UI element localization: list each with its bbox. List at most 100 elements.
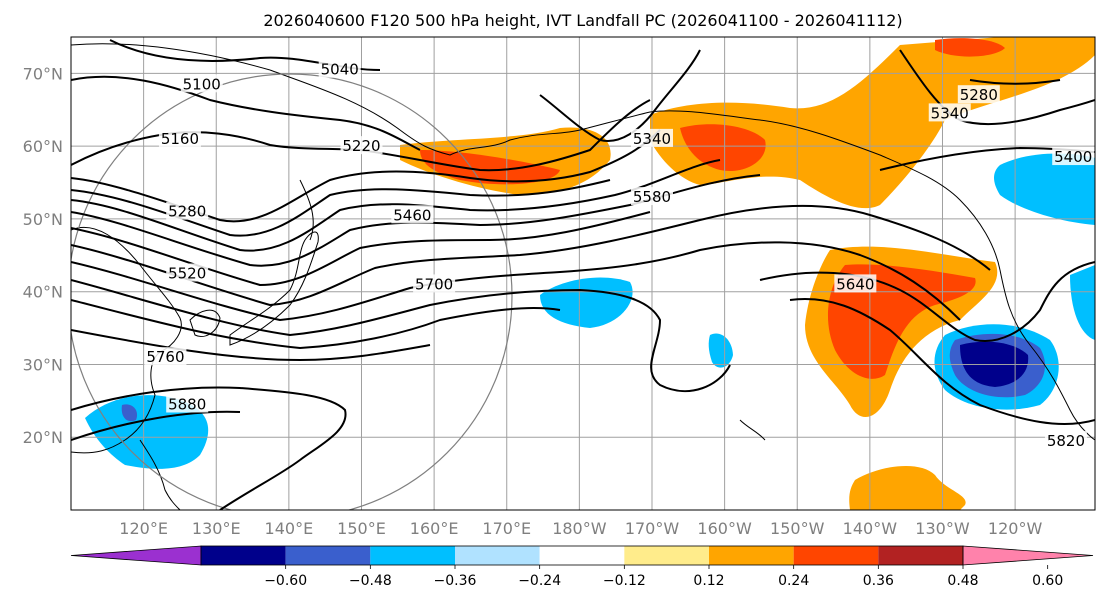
- contour-label-bg: [318, 59, 361, 78]
- contour-label-bg: [180, 74, 223, 93]
- ivt-blue-coast: [1070, 265, 1095, 340]
- colorbar-tick-label: −0.36: [434, 573, 477, 589]
- colorbar-tick-label: 0.36: [863, 573, 894, 589]
- lon-tick-label: 150°E: [337, 519, 386, 538]
- colorbar-tick-label: −0.12: [603, 573, 646, 589]
- contour-label-bg: [413, 274, 456, 293]
- contour-label-bg: [630, 187, 673, 206]
- colorbar-tick-label: −0.48: [349, 573, 392, 589]
- contour-label: 5760: [146, 348, 184, 366]
- contour-5520: [71, 204, 991, 307]
- colorbar-segment: [285, 546, 371, 565]
- colorbar-tick-label: 0.60: [1032, 573, 1063, 589]
- ivt-red-arctic: [935, 38, 1005, 57]
- colorbar-tick-label: 0.12: [693, 573, 724, 589]
- map-frame: [70, 36, 1096, 511]
- contour-label: 5160: [161, 130, 199, 148]
- contour-label-bg: [928, 103, 971, 122]
- contour-label-bg: [166, 263, 209, 282]
- contour-label-bg: [630, 128, 673, 147]
- contour-label: 5820: [1047, 432, 1085, 450]
- colorbar-segment: [624, 546, 709, 565]
- lon-tick-labels: 120°E 130°E 140°E 150°E 160°E 170°E 180°W 170°W…: [119, 519, 1042, 538]
- lat-tick-label: 20°N: [23, 428, 63, 447]
- contour-5460: [71, 211, 651, 287]
- colorbar-segment: [539, 546, 625, 565]
- ivt-orange-tropical: [849, 465, 966, 510]
- colorbar-frame: [200, 545, 964, 566]
- contour-label: 5580: [633, 188, 671, 206]
- contour-label: 5340: [633, 130, 671, 148]
- contour-label-bg: [158, 128, 201, 147]
- colorbar-segment: [455, 546, 540, 565]
- colorbar-segment: [370, 546, 455, 565]
- contour-5760-east: [789, 298, 1095, 426]
- lon-tick-label: 140°E: [265, 519, 314, 538]
- lon-tick-label: 160°E: [410, 519, 459, 538]
- contour-trough: [539, 49, 701, 142]
- contour-5640: [71, 279, 731, 393]
- contour-label-bg: [144, 347, 187, 366]
- contour-label: 5460: [393, 206, 431, 224]
- contour-label-bg: [834, 274, 877, 293]
- contour-5640-east: [759, 261, 1095, 342]
- lat-tick-label: 50°N: [23, 210, 63, 229]
- colorbar-segment: [201, 546, 286, 565]
- arctic-coast: [71, 43, 271, 71]
- contour-5880b: [71, 410, 241, 441]
- contour-label: 5280: [960, 86, 998, 104]
- lat-tick-label: 40°N: [23, 283, 63, 302]
- contour-5340: [71, 159, 721, 252]
- colorbar-segment: [878, 546, 963, 565]
- lon-tick-label: 180°W: [552, 519, 607, 538]
- hawaii-coast: [739, 419, 766, 441]
- lon-tick-label: 140°W: [843, 519, 898, 538]
- ivt-shading: [85, 37, 1095, 510]
- colorbar-extend-high: [962, 545, 1094, 566]
- japan-coast: [229, 231, 319, 346]
- contour-label: 5280: [168, 203, 206, 221]
- lon-tick-label: 130°W: [915, 519, 970, 538]
- americas-coast: [999, 269, 1095, 441]
- lat-tick-label: 30°N: [23, 355, 63, 374]
- ivt-red-alaska: [680, 124, 766, 171]
- contour-5880: [71, 386, 347, 510]
- sakhalin-coast: [299, 179, 314, 241]
- contour-label-bg: [1044, 430, 1087, 449]
- chart-title: 2026040600 F120 500 hPa height, IVT Land…: [263, 11, 902, 30]
- contour-label: 5640: [836, 275, 874, 293]
- ivt-red-subtropical: [827, 264, 976, 379]
- range-circle: [71, 73, 513, 510]
- lon-tick-label: 130°E: [192, 519, 241, 538]
- ivt-blue-philippines: [85, 395, 209, 469]
- lon-tick-label: 170°W: [625, 519, 680, 538]
- philippines-coast: [139, 439, 181, 510]
- contour-label: 5040: [321, 61, 359, 79]
- lat-tick-labels: 20°N 30°N 40°N 50°N 60°N 70°N: [23, 64, 63, 447]
- contour-label-bg: [391, 205, 434, 224]
- lat-tick-label: 60°N: [23, 137, 63, 156]
- contour-label-bg: [166, 394, 209, 413]
- lon-tick-label: 120°E: [119, 519, 168, 538]
- contour-label-bg: [957, 85, 1000, 104]
- contour-label: 5520: [168, 265, 206, 283]
- ivt-blue-canada: [994, 153, 1095, 225]
- north-coast: [269, 69, 1001, 271]
- colorbar-segment: [793, 546, 879, 565]
- ivt-darkblue-philippines: [121, 404, 138, 422]
- contour-5760: [71, 329, 431, 362]
- lon-tick-label: 160°W: [697, 519, 752, 538]
- korea-coast: [189, 309, 221, 337]
- contour-label: 5400: [1054, 148, 1092, 166]
- colorbar-tick-label: −0.24: [518, 573, 561, 589]
- colorbar-tick-label: 0.24: [778, 573, 809, 589]
- colorbar-segment: [709, 546, 794, 565]
- colorbar-tick-label: −0.60: [264, 573, 307, 589]
- lon-tick-label: 170°E: [482, 519, 531, 538]
- lon-tick-label: 150°W: [770, 519, 825, 538]
- contour-label: 5100: [183, 75, 221, 93]
- lon-tick-label: 120°W: [988, 519, 1043, 538]
